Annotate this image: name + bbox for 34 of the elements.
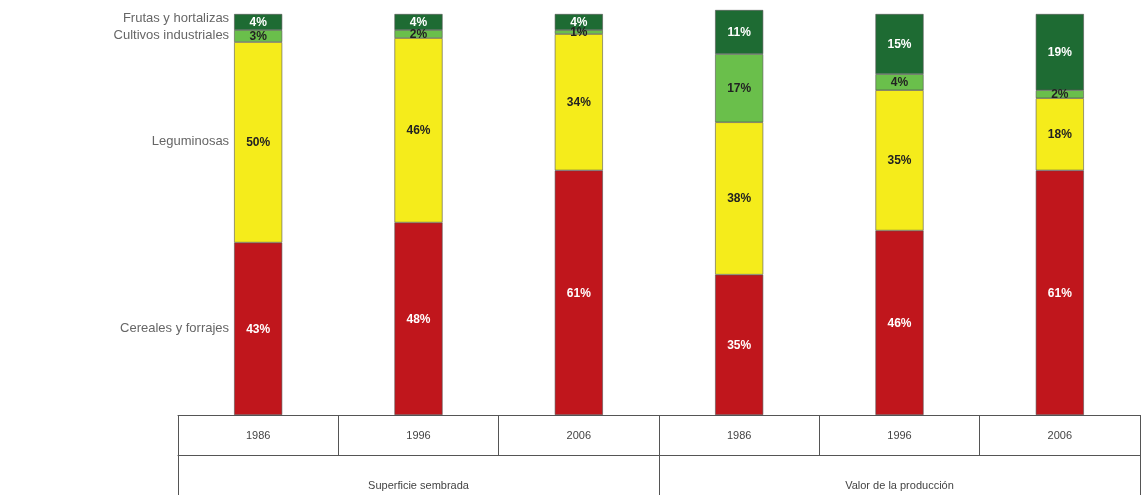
data-label: 2% [1051, 87, 1069, 102]
data-label: 4% [249, 15, 268, 30]
data-label: 18% [1047, 127, 1073, 142]
data-label: 15% [887, 37, 912, 52]
data-label: 46% [887, 315, 912, 330]
text: Valor de la producción [845, 478, 954, 491]
x-tick-label: 2006 [566, 428, 592, 441]
x-tick-label: 1996 [887, 428, 912, 441]
data-label: 50% [246, 135, 271, 150]
x-tick-label: 2006 [1047, 428, 1073, 441]
data-label: 34% [566, 95, 592, 110]
text: Superficie sembrada [368, 478, 470, 491]
data-label: 2% [409, 27, 428, 42]
x-tick-label: 1986 [726, 428, 752, 441]
data-label: 46% [406, 123, 431, 138]
series-label: Cultivos industriales [113, 27, 230, 43]
series-label: Cereales y forrajes [120, 319, 230, 335]
data-label: 4% [409, 15, 428, 30]
data-label: 48% [406, 311, 431, 326]
data-label: 61% [1047, 285, 1073, 300]
data-label: 11% [727, 25, 752, 40]
series-label: Frutas y hortalizas [122, 10, 230, 26]
data-label: 19% [1047, 45, 1073, 60]
data-label: 38% [727, 191, 752, 206]
data-label: 35% [887, 153, 912, 168]
data-label: 4% [890, 75, 909, 90]
series-label: Leguminosas [151, 133, 230, 149]
x-tick-label: 1996 [406, 428, 431, 441]
data-label: 3% [249, 29, 268, 44]
data-label: 43% [246, 321, 271, 336]
data-label: 35% [727, 337, 752, 352]
data-label: 61% [566, 285, 592, 300]
data-label: 17% [727, 81, 752, 96]
x-tick-label: 1986 [245, 428, 271, 441]
